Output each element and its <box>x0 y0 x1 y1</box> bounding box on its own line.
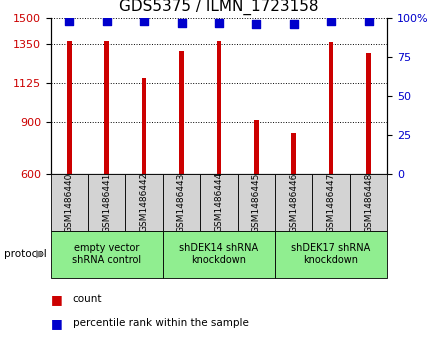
Bar <box>254 120 259 174</box>
Point <box>290 21 297 27</box>
Text: empty vector
shRNA control: empty vector shRNA control <box>72 243 141 265</box>
Text: ▶: ▶ <box>36 249 44 259</box>
Bar <box>51 231 163 278</box>
Bar <box>200 174 238 231</box>
Bar <box>67 41 72 174</box>
Bar <box>312 174 350 231</box>
Text: GSM1486448: GSM1486448 <box>364 172 373 233</box>
Bar <box>238 174 275 231</box>
Text: GSM1486445: GSM1486445 <box>252 172 261 233</box>
Bar <box>125 174 163 231</box>
Title: GDS5375 / ILMN_1723158: GDS5375 / ILMN_1723158 <box>119 0 319 15</box>
Point <box>253 21 260 27</box>
Text: shDEK17 shRNA
knockdown: shDEK17 shRNA knockdown <box>291 243 371 265</box>
Text: percentile rank within the sample: percentile rank within the sample <box>73 318 249 328</box>
Text: GSM1486440: GSM1486440 <box>65 172 74 233</box>
Text: GSM1486443: GSM1486443 <box>177 172 186 233</box>
Bar <box>329 42 334 174</box>
Text: protocol: protocol <box>4 249 47 259</box>
Bar <box>163 174 200 231</box>
Bar <box>104 41 109 174</box>
Bar <box>275 174 312 231</box>
Bar <box>275 231 387 278</box>
Bar <box>350 174 387 231</box>
Text: GSM1486446: GSM1486446 <box>289 172 298 233</box>
Text: GSM1486447: GSM1486447 <box>326 172 336 233</box>
Bar <box>51 174 88 231</box>
Bar <box>291 132 296 174</box>
Bar <box>88 174 125 231</box>
Text: ■: ■ <box>51 293 62 306</box>
Point <box>103 19 110 24</box>
Bar <box>142 78 147 174</box>
Text: GSM1486441: GSM1486441 <box>102 172 111 233</box>
Point <box>327 19 335 24</box>
Bar <box>366 53 371 174</box>
Text: GSM1486442: GSM1486442 <box>139 172 149 232</box>
Point <box>365 19 372 24</box>
Bar <box>163 231 275 278</box>
Point <box>216 20 223 26</box>
Text: GSM1486444: GSM1486444 <box>214 172 224 232</box>
Point <box>141 19 148 24</box>
Point <box>66 19 73 24</box>
Text: count: count <box>73 294 102 305</box>
Point <box>178 20 185 26</box>
Text: shDEK14 shRNA
knockdown: shDEK14 shRNA knockdown <box>180 243 258 265</box>
Text: ■: ■ <box>51 317 62 330</box>
Bar <box>216 41 221 174</box>
Bar <box>179 51 184 174</box>
